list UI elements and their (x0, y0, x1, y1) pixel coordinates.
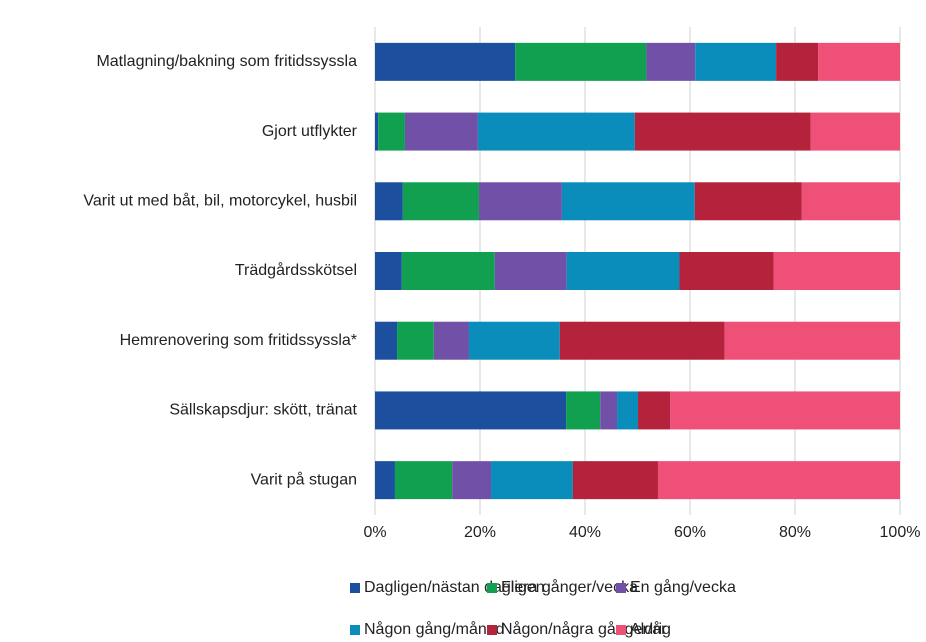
bar-segment (724, 321, 900, 360)
bar-segment (694, 182, 802, 221)
bar-segment (646, 42, 696, 81)
legend-swatch (616, 583, 626, 593)
bar-segment (402, 182, 479, 221)
bar-segment (572, 461, 658, 500)
legend-swatch (487, 583, 497, 593)
bar-segment (375, 321, 398, 360)
bar-segment (566, 252, 680, 290)
bar-segment (559, 321, 725, 360)
x-tick-label: 80% (779, 524, 811, 541)
legend-label: Dagligen/nästan dagligen (364, 579, 545, 596)
bar-segment (404, 112, 478, 151)
bar-segment (375, 182, 403, 221)
bar-segment (378, 112, 405, 151)
bar-segment (638, 391, 671, 430)
bar-segment (401, 252, 495, 290)
bar-segment (433, 321, 469, 360)
bar-segment (801, 182, 900, 221)
bar-segment (375, 391, 567, 430)
bar-segment (600, 391, 618, 430)
legend-swatch (350, 583, 360, 593)
bar-segment (397, 321, 434, 360)
bar-segment (515, 42, 647, 81)
legend-label: Aldrig (630, 621, 671, 638)
y-tick-label: Hemrenovering som fritidssyssla* (120, 332, 357, 349)
legend-label: Flera gånger/vecka (501, 578, 638, 596)
bar-segment (375, 112, 379, 151)
y-tick-label: Sällskapsdjur: skött, tränat (169, 402, 357, 419)
bar-segment (452, 461, 492, 500)
bar-segment (566, 391, 601, 430)
bar-segment (810, 112, 900, 151)
legend-swatch (487, 625, 497, 635)
y-tick-label: Matlagning/bakning som fritidssyssla (96, 53, 357, 70)
bar-segment (695, 42, 777, 81)
bar-segment (634, 112, 811, 151)
y-tick-label: Varit ut med båt, bil, motorcykel, husbi… (83, 192, 357, 210)
y-tick-label: Trädgårdsskötsel (235, 261, 357, 279)
bar-segment (617, 391, 639, 430)
legend-swatch (616, 625, 626, 635)
bar-segment (394, 461, 453, 500)
bar-segment (776, 42, 819, 81)
bar-segment (561, 182, 695, 221)
bar-segment (375, 42, 516, 81)
legend-label: En gång/vecka (630, 578, 736, 596)
x-tick-label: 20% (464, 524, 496, 541)
legend-label: Någon gång/månad (364, 620, 505, 638)
bar-segment (491, 461, 573, 500)
bar-segment (478, 182, 562, 221)
bar-segment (494, 252, 567, 290)
x-tick-label: 40% (569, 524, 601, 541)
bar-segment (375, 461, 395, 500)
legend-swatch (350, 625, 360, 635)
bar-segment (375, 252, 402, 290)
bar-segment (773, 252, 900, 290)
y-tick-label: Varit på stugan (251, 470, 357, 488)
x-tick-label: 0% (363, 524, 386, 541)
bar-segment (670, 391, 900, 430)
x-tick-label: 60% (674, 524, 706, 541)
bar-segment (679, 252, 774, 290)
bar-segment (818, 42, 900, 81)
bar-segment (657, 461, 900, 500)
y-tick-label: Gjort utflykter (262, 123, 358, 140)
bar-segment (468, 321, 560, 360)
bar-segment (477, 112, 635, 151)
x-tick-label: 100% (880, 524, 921, 541)
